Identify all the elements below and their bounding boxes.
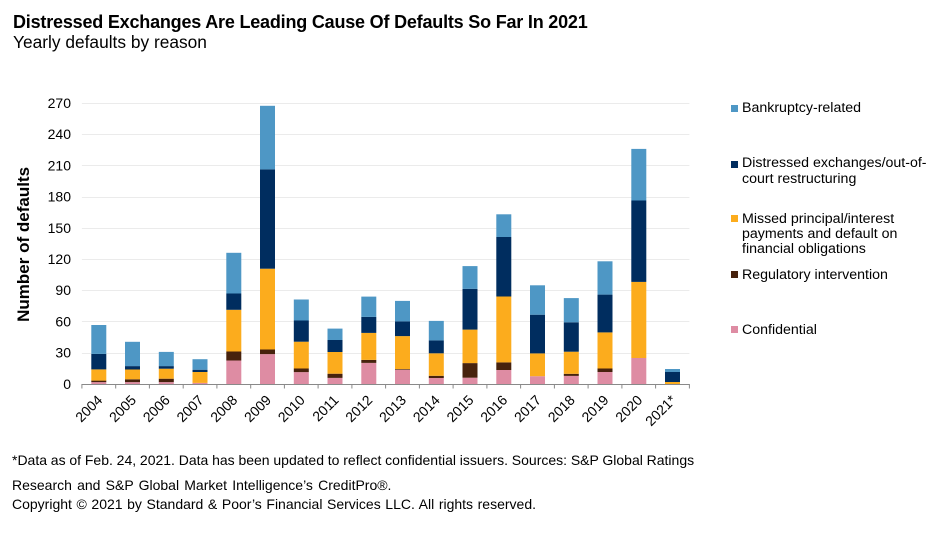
svg-text:2011: 2011 — [309, 392, 342, 425]
svg-text:120: 120 — [48, 251, 72, 267]
svg-text:2020: 2020 — [612, 392, 645, 425]
svg-text:2006: 2006 — [140, 392, 173, 425]
svg-text:30: 30 — [55, 345, 71, 361]
svg-text:60: 60 — [55, 313, 71, 329]
svg-text:2019: 2019 — [578, 392, 611, 425]
svg-text:2013: 2013 — [376, 392, 409, 425]
svg-text:2015: 2015 — [443, 392, 476, 425]
svg-text:2004: 2004 — [72, 392, 105, 425]
svg-text:2017: 2017 — [511, 392, 544, 425]
svg-text:0: 0 — [63, 376, 71, 392]
svg-text:2016: 2016 — [477, 392, 510, 425]
svg-text:210: 210 — [48, 157, 72, 173]
svg-text:2014: 2014 — [410, 392, 443, 425]
svg-text:2007: 2007 — [173, 392, 206, 425]
svg-text:240: 240 — [48, 126, 72, 142]
svg-text:Number of defaults: Number of defaults — [14, 167, 33, 322]
svg-text:2005: 2005 — [106, 392, 139, 425]
svg-text:180: 180 — [48, 189, 72, 205]
svg-text:2012: 2012 — [342, 392, 375, 425]
svg-text:270: 270 — [48, 95, 72, 111]
svg-text:2021*: 2021* — [642, 391, 680, 429]
svg-text:2018: 2018 — [545, 392, 578, 425]
svg-text:2010: 2010 — [275, 392, 308, 425]
svg-text:90: 90 — [55, 282, 71, 298]
svg-text:150: 150 — [48, 220, 72, 236]
svg-text:2008: 2008 — [207, 392, 240, 425]
svg-text:2009: 2009 — [241, 392, 274, 425]
